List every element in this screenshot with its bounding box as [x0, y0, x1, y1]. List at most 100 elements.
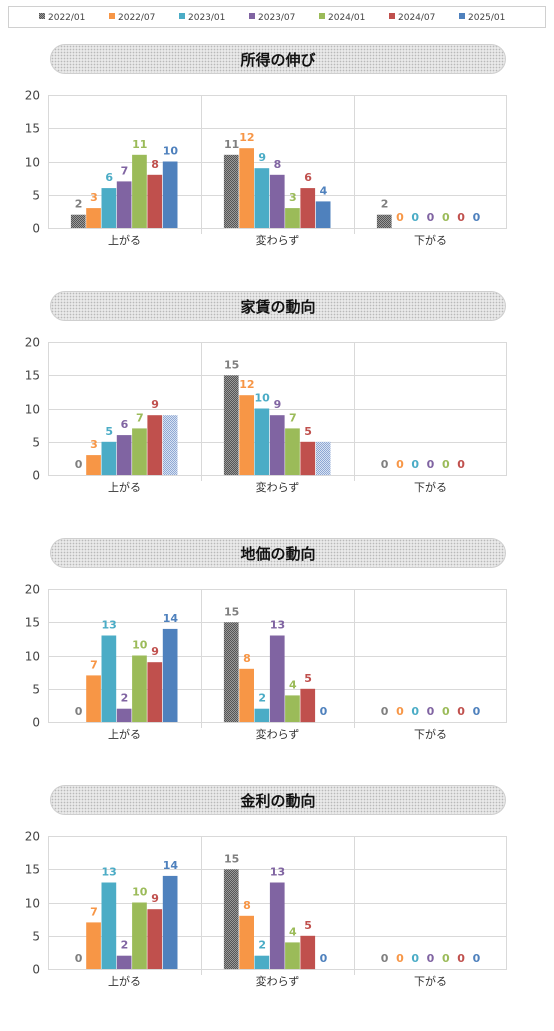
legend-swatch — [109, 13, 115, 19]
data-label: 3 — [90, 438, 98, 451]
bar — [162, 875, 178, 969]
data-label: 8 — [274, 158, 282, 171]
y-tick-label: 10 — [25, 403, 40, 417]
bar — [315, 201, 331, 228]
bar — [132, 154, 147, 228]
bar — [376, 214, 392, 228]
data-label: 13 — [270, 866, 285, 879]
legend-swatch — [389, 13, 395, 19]
legend-swatch — [249, 13, 255, 19]
bar — [223, 622, 239, 723]
data-label: 0 — [427, 211, 435, 224]
data-label: 4 — [320, 184, 328, 197]
data-label: 0 — [411, 211, 419, 224]
data-label: 15 — [224, 358, 239, 371]
bar — [254, 708, 270, 722]
bar — [101, 441, 117, 476]
data-label: 11 — [132, 138, 147, 151]
bar — [254, 168, 270, 228]
bar — [239, 148, 254, 228]
bar — [101, 635, 117, 722]
bar — [132, 902, 147, 969]
bar — [239, 668, 254, 722]
data-label: 3 — [90, 191, 98, 204]
y-tick-label: 5 — [32, 189, 40, 203]
data-label: 8 — [243, 899, 251, 912]
y-tick-label: 15 — [25, 863, 40, 877]
data-label: 0 — [442, 705, 450, 718]
legend-label: 2022/01 — [48, 13, 85, 23]
plot-border — [48, 95, 507, 229]
data-label: 0 — [427, 952, 435, 965]
bar — [86, 922, 101, 969]
data-label: 0 — [411, 952, 419, 965]
data-label: 0 — [75, 952, 83, 965]
data-label: 0 — [396, 952, 404, 965]
data-label: 10 — [132, 639, 148, 652]
data-label: 10 — [163, 145, 179, 158]
bar — [162, 628, 178, 722]
data-label: 0 — [396, 458, 404, 471]
bar — [285, 428, 300, 475]
legend-label: 2023/01 — [188, 13, 225, 23]
x-tick-label: 下がる — [414, 480, 447, 494]
x-tick-label: 上がる — [108, 727, 141, 741]
bar — [269, 415, 285, 475]
bar — [269, 174, 285, 228]
chart-panel-rent: 家賃の動向 0 5 10 15 20 0 3 5 6 7 9 上がる 15 12 10 9 7 5 変わらず 0 0 0 0… — [0, 291, 554, 537]
y-tick-label: 0 — [32, 469, 40, 483]
data-label: 9 — [151, 645, 159, 658]
bar — [101, 882, 117, 969]
data-label: 5 — [304, 425, 312, 438]
data-label: 0 — [457, 458, 465, 471]
data-label: 2 — [75, 198, 83, 211]
data-label: 2 — [381, 198, 389, 211]
data-label: 0 — [381, 705, 389, 718]
y-tick-label: 0 — [32, 222, 40, 236]
bar — [285, 942, 300, 969]
data-label: 0 — [411, 705, 419, 718]
data-label: 0 — [320, 952, 328, 965]
bar — [223, 154, 239, 228]
legend-label: 2023/07 — [258, 13, 295, 23]
bar — [147, 174, 163, 228]
data-label: 7 — [121, 164, 129, 177]
data-label: 4 — [289, 925, 297, 938]
y-tick-label: 15 — [25, 369, 40, 383]
bar — [116, 181, 132, 228]
data-label: 9 — [274, 398, 282, 411]
y-tick-label: 20 — [25, 830, 40, 844]
x-tick-label: 上がる — [108, 480, 141, 494]
bar — [116, 708, 132, 722]
bar — [132, 428, 147, 475]
data-label: 14 — [163, 612, 179, 625]
data-label: 6 — [304, 171, 312, 184]
data-label: 12 — [239, 378, 254, 391]
y-tick-label: 0 — [32, 716, 40, 730]
data-label: 7 — [90, 905, 98, 918]
data-label: 2 — [258, 692, 266, 705]
bar — [300, 188, 316, 228]
data-label: 5 — [304, 672, 312, 685]
bar — [70, 214, 86, 228]
y-tick-label: 15 — [25, 122, 40, 136]
data-label: 0 — [320, 705, 328, 718]
data-label: 0 — [381, 952, 389, 965]
data-label: 7 — [289, 411, 297, 424]
legend-label: 2022/07 — [118, 13, 155, 23]
bar — [147, 662, 163, 722]
data-label: 0 — [457, 705, 465, 718]
legend-swatch — [319, 13, 325, 19]
chart-legend: 2022/01 2022/07 2023/01 2023/07 2024/01 2024/… — [8, 6, 546, 28]
data-label: 13 — [102, 619, 117, 632]
x-tick-label: 下がる — [414, 233, 447, 247]
data-label: 6 — [121, 418, 129, 431]
bar — [239, 395, 254, 475]
bar — [86, 208, 101, 228]
data-label: 5 — [304, 919, 312, 932]
bar — [254, 955, 270, 969]
data-label: 3 — [289, 191, 297, 204]
chart-title: 所得の伸び — [50, 44, 506, 74]
data-label: 10 — [255, 392, 271, 405]
